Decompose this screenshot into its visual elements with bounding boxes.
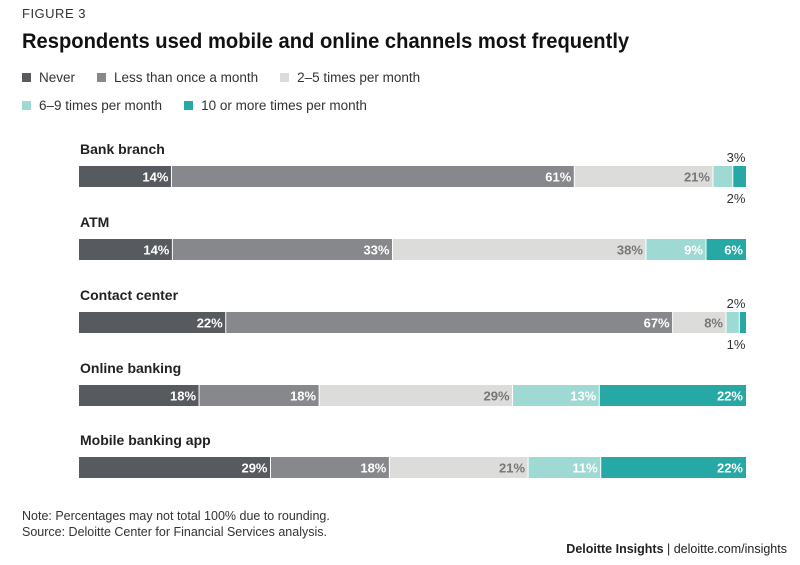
legend-item-6-9-times: 6–9 times per month: [22, 98, 162, 113]
legend-row-2: 6–9 times per month 10 or more times per…: [22, 98, 582, 113]
legend-item-10-plus-times: 10 or more times per month: [184, 98, 367, 113]
bar-mobile-banking-app-never: [79, 457, 271, 478]
bar-atm-never: [79, 239, 173, 260]
data-label-mobile-banking-app-less-than-once-a-month: 18%: [360, 461, 386, 476]
data-label-bank-branch-2-5-times-per-month: 21%: [684, 170, 710, 185]
legend-label-2-5-times: 2–5 times per month: [297, 70, 421, 85]
data-label-contact-center-less-than-once-a-month: 67%: [644, 316, 670, 331]
stacked-bar-chart: Bank branch 14% 61% 21% 3% 2% ATM 14% 33% 38% 9% 6%…: [79, 141, 746, 478]
data-label-contact-center-never: 22%: [197, 316, 223, 331]
bar-bank-branch-less-than-once-a-month: [171, 166, 575, 187]
data-label-mobile-banking-app-2-5-times-per-month: 21%: [499, 461, 525, 476]
legend-row-1: Never Less than once a month 2–5 times p…: [22, 70, 582, 85]
data-label-online-banking-never: 18%: [170, 389, 196, 404]
data-label-mobile-banking-app-10-or-more-times-per-month: 22%: [717, 461, 743, 476]
legend-item-2-5-times: 2–5 times per month: [280, 70, 420, 85]
data-label-contact-center-6-9-times-per-month: 2%: [727, 296, 746, 311]
bar-mobile-banking-app-2-5-times-per-month: [389, 457, 529, 478]
category-label-contact-center: Contact center: [80, 287, 179, 303]
category-label-online-banking: Online banking: [80, 360, 181, 376]
legend-swatch-2-5-times: [280, 73, 290, 82]
data-label-bank-branch-6-9-times-per-month: 3%: [727, 150, 746, 165]
data-label-online-banking-10-or-more-times-per-month: 22%: [717, 389, 743, 404]
bar-contact-center-10-or-more-times-per-month: [739, 312, 746, 333]
data-label-online-banking-6-9-times-per-month: 13%: [570, 389, 596, 404]
bar-mobile-banking-app-10-or-more-times-per-month: [600, 457, 746, 478]
data-label-online-banking-less-than-once-a-month: 18%: [290, 389, 316, 404]
legend-label-6-9-times: 6–9 times per month: [39, 98, 163, 113]
bar-atm-less-than-once-a-month: [172, 239, 393, 260]
bar-bank-branch-10-or-more-times-per-month: [732, 166, 746, 187]
bar-atm-2-5-times-per-month: [392, 239, 646, 260]
data-label-mobile-banking-app-never: 29%: [241, 461, 267, 476]
bar-atm-10-or-more-times-per-month: [705, 239, 746, 260]
bar-contact-center-6-9-times-per-month: [725, 312, 740, 333]
bar-online-banking-less-than-once-a-month: [199, 385, 320, 406]
bar-bank-branch-2-5-times-per-month: [574, 166, 713, 187]
data-label-mobile-banking-app-6-9-times-per-month: 11%: [572, 461, 598, 476]
legend-label-10-plus-times: 10 or more times per month: [201, 98, 367, 113]
bar-online-banking-10-or-more-times-per-month: [599, 385, 746, 406]
data-label-atm-6-9-times-per-month: 9%: [684, 243, 703, 258]
bar-online-banking-2-5-times-per-month: [319, 385, 513, 406]
category-label-mobile-banking-app: Mobile banking app: [80, 432, 211, 448]
bar-contact-center-less-than-once-a-month: [225, 312, 673, 333]
footnotes: Note: Percentages may not total 100% due…: [22, 508, 330, 540]
legend-label-never: Never: [39, 70, 76, 85]
bar-bank-branch-6-9-times-per-month: [712, 166, 733, 187]
data-label-bank-branch-10-or-more-times-per-month: 2%: [727, 191, 746, 206]
legend-item-less-than-once: Less than once a month: [97, 70, 258, 85]
data-label-bank-branch-never: 14%: [142, 170, 168, 185]
legend-swatch-less-than-once: [97, 73, 107, 82]
data-label-bank-branch-less-than-once-a-month: 61%: [545, 170, 571, 185]
brand-url: deloitte.com/insights: [673, 542, 787, 556]
data-label-online-banking-2-5-times-per-month: 29%: [484, 389, 510, 404]
bar-contact-center-2-5-times-per-month: [672, 312, 726, 333]
category-label-bank-branch: Bank branch: [80, 141, 165, 157]
rounding-note: Note: Percentages may not total 100% due…: [22, 509, 330, 523]
bar-bank-branch-never: [79, 166, 172, 187]
data-label-atm-10-or-more-times-per-month: 6%: [724, 243, 743, 258]
category-label-atm: ATM: [80, 214, 109, 230]
data-label-atm-less-than-once-a-month: 33%: [363, 243, 389, 258]
data-label-atm-2-5-times-per-month: 38%: [617, 243, 643, 258]
brand-separator: |: [663, 542, 674, 556]
bar-atm-6-9-times-per-month: [645, 239, 706, 260]
bar-contact-center-never: [79, 312, 226, 333]
figure-label: FIGURE 3: [22, 6, 86, 21]
data-label-contact-center-2-5-times-per-month: 8%: [704, 316, 723, 331]
legend-item-never: Never: [22, 70, 75, 85]
chart-title: Respondents used mobile and online chann…: [22, 30, 630, 53]
legend-swatch-6-9-times: [22, 101, 31, 110]
legend-swatch-10-plus-times: [184, 101, 194, 110]
bar-mobile-banking-app-6-9-times-per-month: [528, 457, 601, 478]
data-label-contact-center-10-or-more-times-per-month: 1%: [727, 337, 746, 352]
brand-name: Deloitte Insights: [566, 542, 664, 556]
bar-online-banking-6-9-times-per-month: [512, 385, 600, 406]
legend-swatch-never: [22, 73, 31, 82]
bar-mobile-banking-app-less-than-once-a-month: [270, 457, 390, 478]
brand-footer: Deloitte Insights | deloitte.com/insight…: [566, 542, 787, 556]
data-label-atm-never: 14%: [143, 243, 169, 258]
bar-online-banking-never: [79, 385, 200, 406]
source-note: Source: Deloitte Center for Financial Se…: [22, 525, 327, 539]
legend-label-less-than-once: Less than once a month: [114, 70, 259, 85]
